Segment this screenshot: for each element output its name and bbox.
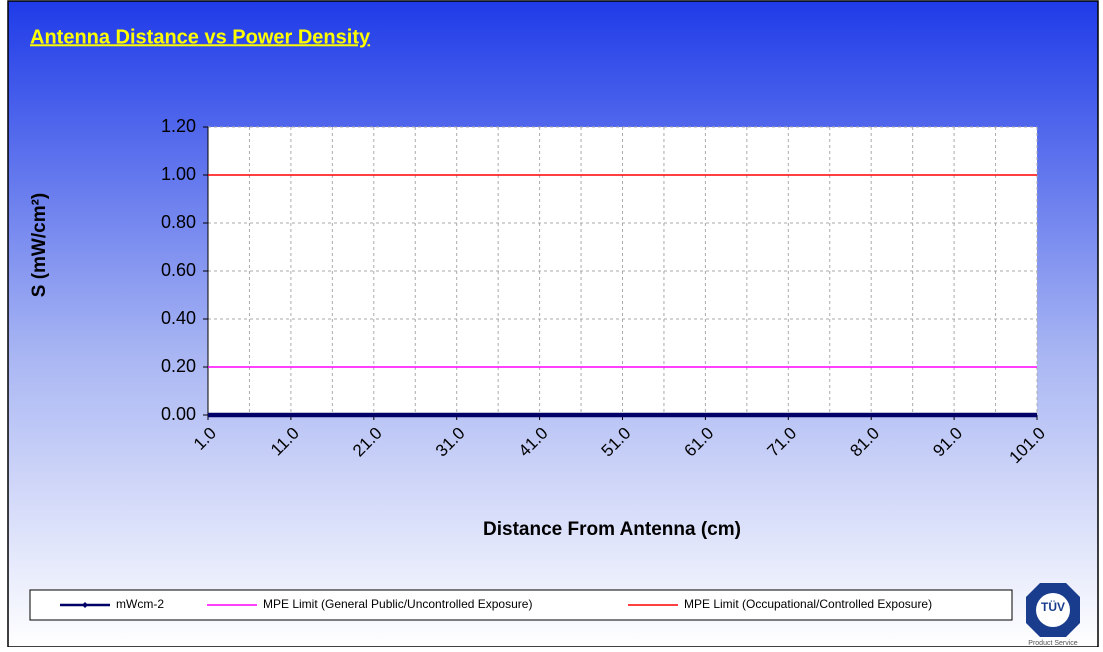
y-tick-label: 0.60 (161, 260, 196, 280)
y-tick-label: 1.00 (161, 164, 196, 184)
logo-caption: Product Service (1028, 640, 1078, 647)
legend (29, 589, 1013, 621)
y-tick-label: 0.80 (161, 212, 196, 232)
y-tick-label: 0.00 (161, 404, 196, 424)
y-tick-label: 0.40 (161, 308, 196, 328)
x-axis-label: Distance From Antenna (cm) (483, 519, 741, 540)
y-tick-label: 1.20 (161, 116, 196, 136)
chart-title: Antenna Distance vs Power Density (30, 26, 371, 48)
series (208, 174, 1037, 418)
legend-label: MPE Limit (Occupational/Controlled Expos… (684, 597, 932, 611)
legend-items: mWcm-2 MPE Limit (General Public/Uncontro… (60, 597, 932, 611)
legend-label: mWcm-2 (116, 597, 164, 611)
y-tick-label: 0.20 (161, 356, 196, 376)
logo-circle (1036, 593, 1070, 627)
y-axis-label: S (mW/cm²) (29, 193, 50, 298)
legend-label: MPE Limit (General Public/Uncontrolled E… (263, 597, 532, 611)
legend-marker (82, 602, 88, 608)
logo-label: TÜV (1041, 599, 1065, 614)
logo: TÜV Product Service (1026, 583, 1080, 647)
